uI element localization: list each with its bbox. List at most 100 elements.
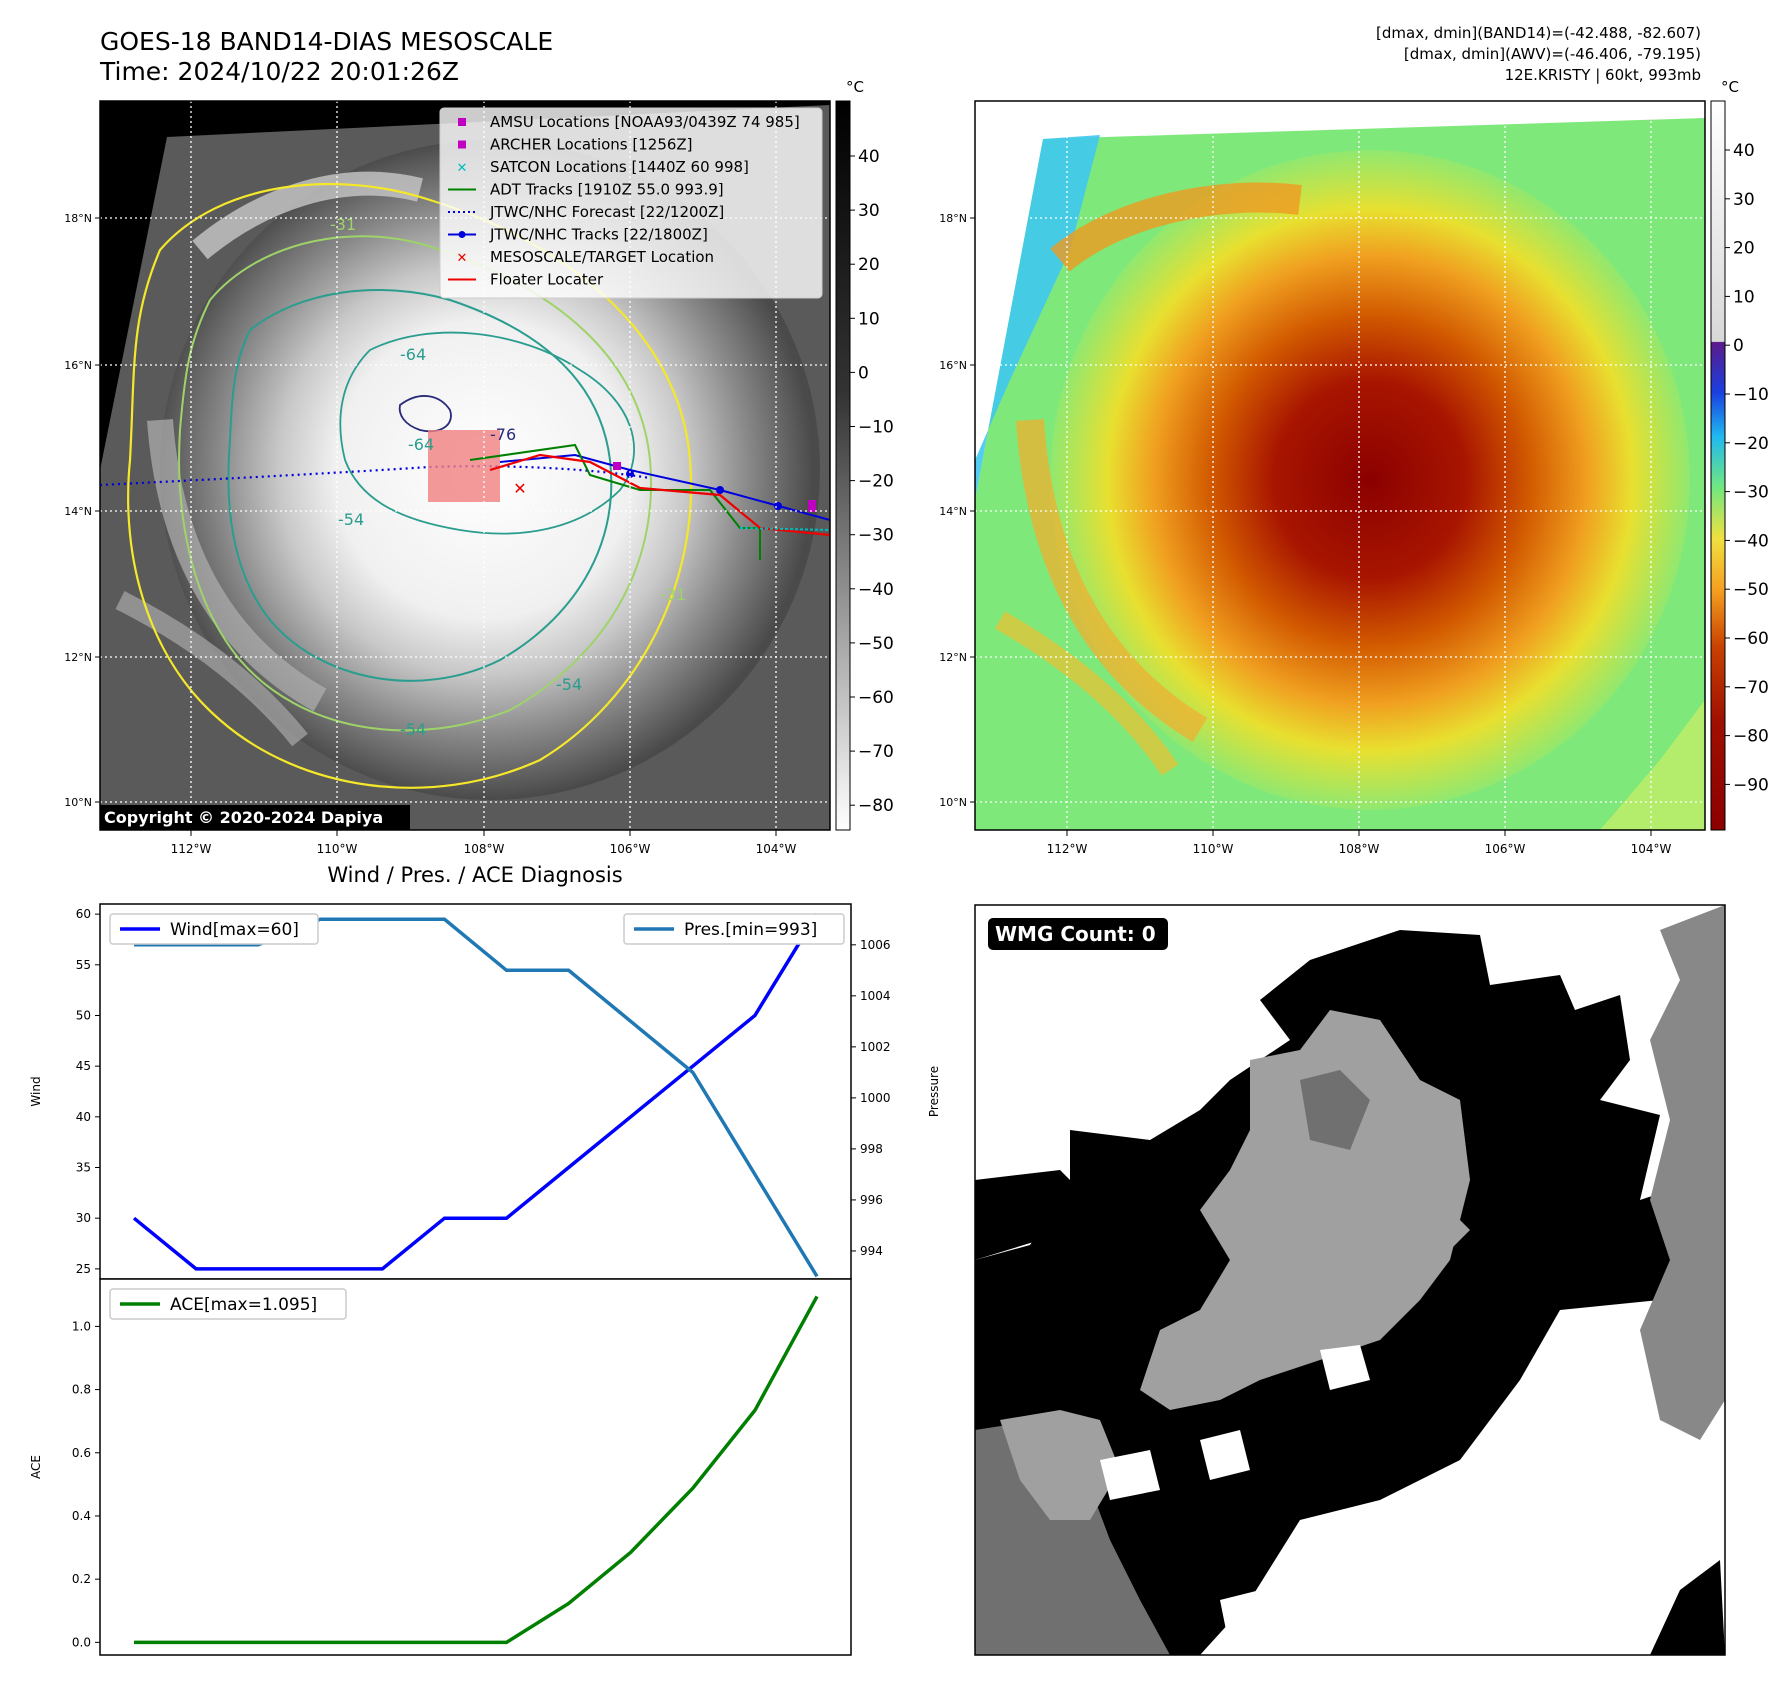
lon-tick-label: 112°W [1047, 842, 1088, 856]
colorbar-tick-label: −10 [1733, 385, 1769, 405]
floater-track-line [489, 453, 830, 537]
colorbar-tick-label: −60 [858, 688, 894, 708]
lat-tick-label: 14°N [939, 505, 967, 518]
colorbar-unit: °C [1721, 78, 1739, 96]
storm-cloud-shield [1050, 150, 1690, 810]
colorbar-tick-label: −20 [858, 472, 894, 492]
map-gridlines [975, 101, 1705, 830]
colorbar-tick-label: −60 [1733, 629, 1769, 649]
lat-ticks: 18°N 16°N 14°N 12°N 10°N [939, 212, 975, 809]
chart-legend-box [109, 1288, 347, 1320]
chart-legend-label: Wind[max=60] [170, 920, 299, 940]
series-line-ace [134, 1295, 819, 1645]
wmg-count-box [988, 918, 1168, 950]
figure-time: Time: 2024/10/22 20:01:26Z [99, 57, 459, 86]
y2-tick-label: 1002 [860, 1040, 891, 1054]
contour-teal [227, 289, 613, 682]
y2-tick-label: 994 [860, 1244, 883, 1258]
colorbar-tick-label: −40 [858, 580, 894, 600]
colorbar-unit: °C [846, 78, 864, 96]
colorbar-tick-label: −90 [1733, 775, 1769, 795]
y-tick-label: 0.0 [72, 1635, 91, 1649]
colorbar-tick-label: −50 [1733, 580, 1769, 600]
storm-info-text: 12E.KRISTY | 60kt, 993mb [1505, 66, 1701, 84]
lon-tick-label: 110°W [317, 842, 358, 856]
lon-tick-label: 106°W [610, 842, 651, 856]
legend-label: Floater Locater [490, 271, 604, 289]
colorbar-tick-label: −30 [858, 526, 894, 546]
series-line-pres. [134, 917, 819, 1278]
chart-legend-box [109, 913, 319, 945]
lat-tick-label: 16°N [939, 359, 967, 372]
lat-tick-label: 18°N [939, 212, 967, 225]
y-tick-label: 55 [76, 958, 91, 972]
lon-tick-label: 106°W [1485, 842, 1526, 856]
legend-marker [458, 118, 466, 126]
legend-marker [458, 140, 466, 149]
colorbar-tick-label: 10 [1733, 287, 1755, 307]
chart-legend-label: Pres.[min=993] [684, 920, 817, 940]
legend-label: ARCHER Locations [1256Z] [490, 136, 693, 154]
colorbar-tick-label: 10 [858, 309, 880, 329]
colorbar-tick-label: 30 [1733, 190, 1755, 210]
contour-label: -31 [660, 585, 686, 604]
colorbar-tick-label: −50 [858, 634, 894, 654]
map-legend: AMSU Locations [NOAA93/0439Z 74 985] ARCH… [439, 107, 823, 299]
jtwc-forecast-line [100, 465, 651, 487]
lon-tick-label: 108°W [464, 842, 505, 856]
wmg-frame [974, 904, 1726, 1656]
map-frame [99, 100, 831, 831]
legend-label: JTWC/NHC Tracks [22/1800Z] [489, 226, 708, 244]
colorbar-tick-label: −70 [1733, 678, 1769, 698]
y-tick-label: 30 [76, 1211, 91, 1225]
lat-tick-label: 16°N [64, 359, 92, 372]
legend-label: SATCON Locations [1440Z 60 998] [490, 158, 749, 176]
chart-legend-box [623, 913, 845, 945]
y-tick-label: 35 [76, 1161, 91, 1175]
ir-gray-map: ✕ -76 -64 -64 -54 -54 -54 -31 -31 Co [64, 100, 831, 856]
colorbar-tick-label: 0 [1733, 336, 1744, 356]
lon-tick-label: 108°W [1339, 842, 1380, 856]
diagnosis-title: Wind / Pres. / ACE Diagnosis [327, 863, 622, 887]
gray-colorbar: °C 40 30 20 10 0 −10 −20 −30 −40 −50 −60 −70 −80 [835, 78, 894, 831]
wmg-count-label: WMG Count: 0 [995, 922, 1156, 946]
contour-label: -54 [556, 675, 582, 694]
colorbar-tick-label: 40 [858, 147, 880, 167]
colorbar-tick-label: −10 [858, 418, 894, 438]
lat-tick-label: 12°N [939, 651, 967, 664]
lat-tick-label: 14°N [64, 505, 92, 518]
archer-marker [808, 500, 816, 512]
lon-tick-label: 104°W [1631, 842, 1672, 856]
y-tick-label: 0.2 [72, 1572, 91, 1586]
lat-tick-label: 18°N [64, 212, 92, 225]
contour-label: -76 [490, 425, 516, 444]
lon-tick-label: 112°W [171, 842, 212, 856]
y-tick-label: 0.6 [72, 1446, 91, 1460]
wind-pressure-chart: 25 30 35 40 45 50 55 60 Wind 994 996 998 1000 1002 100… [29, 903, 941, 1280]
amsu-marker [613, 462, 621, 470]
contour-label: -64 [400, 345, 426, 364]
dmax-band14-text: [dmax, dmin](BAND14)=(-42.488, -82.607) [1376, 24, 1701, 42]
y2-tick-label: 1000 [860, 1091, 891, 1105]
legend-marker: ✕ [457, 251, 468, 266]
y-tick-label: 50 [76, 1008, 91, 1022]
contour-inner-teal [339, 331, 635, 535]
contour-dark-blue [398, 395, 452, 433]
colorbar-tick-label: 40 [1733, 141, 1755, 161]
contour-yellow [127, 182, 693, 789]
wmg-light-gray-region [1140, 1010, 1470, 1410]
contour-label: -54 [400, 720, 426, 739]
contour-label: -64 [408, 435, 434, 454]
y2-tick-label: 1004 [860, 989, 891, 1003]
lon-ticks: 112°W 110°W 108°W 106°W 104°W [171, 830, 797, 856]
contour-label: -31 [330, 215, 356, 234]
ir-color-map: 18°N 16°N 14°N 12°N 10°N 112°W 110°W 108°W 106°… [939, 100, 1706, 856]
colorbar-tick-label: −80 [858, 796, 894, 816]
lat-tick-label: 10°N [64, 796, 92, 809]
y-tick-label: 25 [76, 1262, 91, 1276]
y-tick-label: 0.4 [72, 1509, 91, 1523]
chart-legend-label: ACE[max=1.095] [170, 1295, 317, 1315]
colorbar-tick-label: 0 [858, 363, 869, 383]
wmg-dark-gray-region [1300, 1070, 1370, 1150]
